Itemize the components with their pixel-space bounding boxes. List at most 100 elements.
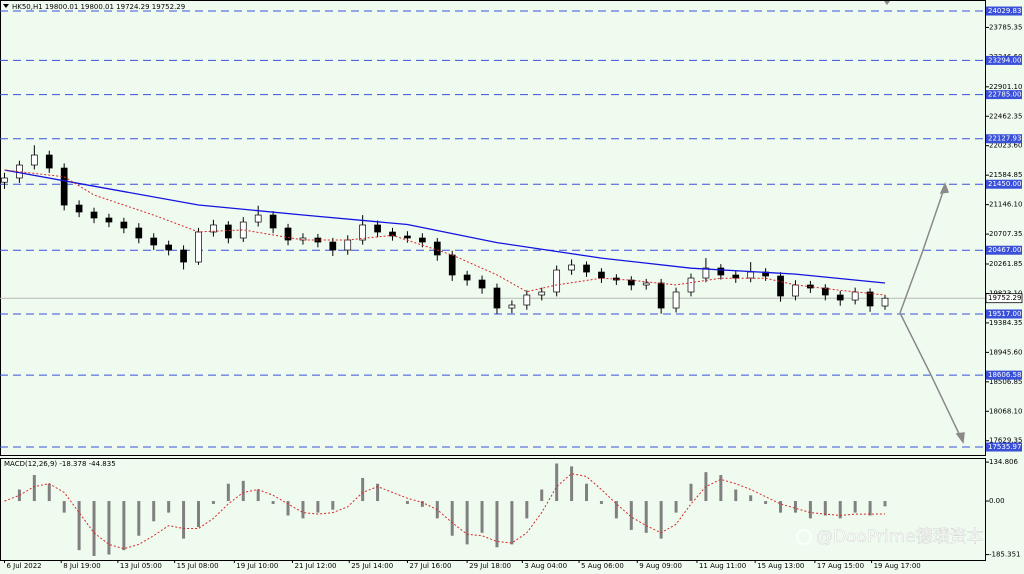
macd-bar	[540, 489, 544, 502]
macd-bar	[525, 501, 529, 519]
macd-label: MACD(12,26,9) -18.378 -44.835	[4, 460, 116, 468]
candle-body	[821, 287, 829, 296]
level-label: 24029.83	[988, 7, 1021, 15]
macd-bar	[719, 475, 723, 502]
projection-arrows	[899, 182, 965, 444]
macd-bar	[510, 501, 514, 545]
macd-bar	[450, 501, 454, 536]
macd-bar	[585, 483, 589, 502]
macd-bar	[749, 495, 753, 502]
x-tick-label: 19 Jul 10:00	[236, 562, 278, 570]
level-label: 18606.58	[988, 371, 1021, 379]
candle-body	[404, 235, 411, 239]
candle-body	[672, 291, 680, 309]
candle-body	[747, 271, 755, 279]
x-tick-label: 21 Jul 12:00	[295, 562, 337, 570]
candle-body	[284, 227, 292, 241]
macd-bar	[555, 463, 559, 502]
candle-body	[180, 249, 187, 263]
x-tick-label: 8 Jul 19:00	[63, 562, 101, 570]
candle-body	[45, 154, 53, 169]
macd-bar	[226, 483, 230, 502]
macd-bar	[62, 501, 66, 513]
y-tick-label: 22023.60	[989, 142, 1022, 150]
candle-body	[105, 217, 113, 223]
level-label-box	[986, 370, 1022, 380]
y-tick-label: 18068.10	[989, 407, 1022, 415]
x-tick-label: 5 Aug 06:00	[581, 562, 624, 570]
candle-body	[389, 231, 396, 237]
macd-bar	[480, 501, 484, 533]
x-tick-label: 15 Jul 08:00	[177, 562, 219, 570]
macd-bar	[808, 501, 812, 519]
main-frame	[0, 0, 986, 456]
macd-signal	[4, 473, 886, 550]
y-tick-label: 23785.35	[989, 23, 1022, 31]
level-label-box	[986, 55, 1022, 65]
watermark-logo	[796, 529, 812, 545]
macd-bar	[241, 480, 245, 502]
level-label: 19517.00	[988, 310, 1021, 318]
candle-body	[478, 279, 486, 289]
y-tick-label: 20261.85	[989, 260, 1022, 268]
level-label: 23294.00	[988, 56, 1021, 64]
moving-average	[4, 169, 886, 296]
level-label-box	[986, 179, 1022, 189]
candle-body	[866, 291, 874, 307]
macd-y-tick-label: -185.351	[989, 551, 1020, 559]
level-label: 22785.00	[988, 91, 1021, 99]
macd-bar	[614, 501, 618, 519]
x-tick-label: 9 Aug 09:00	[639, 562, 682, 570]
x-tick-label: 17 Aug 15:00	[817, 562, 864, 570]
macd-bar	[286, 501, 290, 516]
macd-bar	[316, 501, 320, 513]
level-label-box	[986, 134, 1022, 144]
menu-icon[interactable]	[3, 4, 9, 8]
candle-body	[195, 231, 202, 263]
level-label: 20467.00	[988, 246, 1021, 254]
macd-bar	[122, 501, 126, 551]
level-label: 22127.93	[988, 135, 1021, 143]
macd-bar	[182, 501, 186, 539]
x-tick-label: 19 Aug 17:00	[874, 562, 921, 570]
candle-body	[165, 244, 172, 251]
level-label-box	[986, 6, 1022, 16]
macd-bar	[823, 501, 827, 516]
x-tick-label: 29 Jul 18:00	[469, 562, 511, 570]
macd-bar	[47, 483, 51, 502]
y-tick-label: 21584.85	[989, 171, 1022, 179]
x-tick-label: 6 Jul 2022	[6, 562, 41, 570]
macd-bar	[256, 489, 260, 502]
candle-body	[568, 264, 575, 271]
shift-marker	[884, 1, 890, 5]
macd-bar	[405, 501, 409, 504]
y-tick-label: 22901.10	[989, 83, 1022, 91]
macd-bar	[495, 501, 499, 548]
macd-bar	[361, 477, 365, 502]
macd-bar	[644, 501, 648, 533]
macd-bar	[77, 501, 81, 551]
y-tick-label: 20707.35	[989, 230, 1022, 238]
macd-bar	[301, 501, 305, 519]
level-label-box	[986, 442, 1022, 452]
level-label: 21450.00	[988, 180, 1021, 188]
candle-body	[702, 267, 710, 279]
macd-bar	[196, 501, 200, 528]
y-tick-label: 17629.35	[989, 437, 1022, 445]
candle-body	[553, 269, 561, 293]
candle-body	[60, 167, 68, 206]
candle-body	[329, 241, 337, 251]
x-tick-label: 15 Aug 13:00	[757, 562, 804, 570]
y-tick-label: 18945.60	[989, 348, 1022, 356]
macd-bar	[734, 489, 738, 502]
x-tick-label: 27 Jul 16:00	[409, 562, 451, 570]
x-tick-label: 25 Jul 14:00	[351, 562, 393, 570]
candle-body	[523, 294, 531, 306]
candle-body	[583, 264, 590, 273]
candle-body	[732, 274, 740, 279]
candle-body	[598, 271, 605, 279]
x-tick-label: 11 Aug 11:00	[699, 562, 746, 570]
watermark-text: @DooPrime德璞资本	[816, 527, 984, 547]
moving-average	[4, 169, 886, 284]
